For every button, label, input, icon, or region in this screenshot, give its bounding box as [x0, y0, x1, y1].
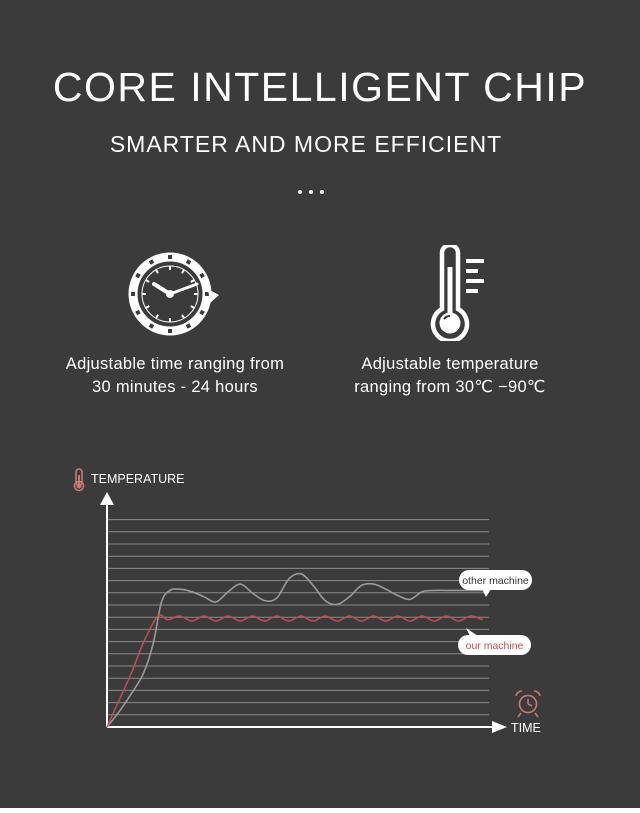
clock-tick [199, 272, 205, 279]
feature-time-line2: 30 minutes - 24 hours [92, 378, 258, 396]
clock-tick [205, 292, 209, 296]
clock-icon [124, 251, 224, 342]
our-machine-line [106, 614, 484, 728]
y-axis-label: TEMPERATURE [91, 472, 185, 486]
feature-temperature-text: Adjustable temperature ranging from 30℃ … [315, 353, 585, 399]
feature-temperature-line1: Adjustable temperature [361, 355, 539, 373]
thermometer-icon [430, 242, 490, 346]
clock-tick [148, 323, 155, 329]
clock-tick [135, 309, 141, 316]
clock-hour-mark [190, 305, 195, 309]
clock-tick [131, 292, 135, 296]
our-machine-callout: our machine [458, 628, 531, 655]
x-axis-arrow [492, 721, 507, 733]
clock-tick [168, 255, 172, 259]
clock-hour-mark [181, 269, 185, 274]
our-machine-label: our machine [466, 640, 524, 652]
page-title: CORE INTELLIGENT CHIP [52, 64, 588, 110]
x-axis-label: TIME [511, 721, 541, 735]
clock-hour-mark [145, 305, 150, 309]
feature-time-text: Adjustable time ranging from 30 minutes … [40, 353, 310, 399]
temperature-time-chart: TEMPERATURE TIME other machine our machi… [73, 468, 541, 735]
clock-hour-mark [190, 279, 195, 283]
other-machine-callout: other machine [459, 570, 532, 597]
small-thermometer-icon [73, 468, 85, 492]
page-subtitle: SMARTER AND MORE EFFICIENT [109, 131, 503, 157]
clock-tick [185, 259, 192, 265]
other-machine-label: other machine [462, 575, 529, 587]
feature-time-line1: Adjustable time ranging from [65, 355, 285, 373]
clock-tick [148, 259, 155, 265]
clock-hour-mark [155, 314, 159, 319]
alarm-clock-icon [515, 690, 541, 718]
clock-tick [185, 323, 192, 329]
ellipsis-dots [298, 181, 338, 194]
y-axis-arrow [100, 492, 114, 505]
clock-tick [199, 309, 205, 316]
feature-temperature-line2: ranging from 30℃ −90℃ [354, 378, 546, 396]
clock-tick [135, 272, 141, 279]
clock-hour-mark [155, 269, 159, 274]
other-machine-line [106, 572, 483, 728]
clock-tick [168, 329, 172, 333]
clock-hour-mark [181, 314, 185, 319]
clock-hour-mark [145, 279, 150, 283]
